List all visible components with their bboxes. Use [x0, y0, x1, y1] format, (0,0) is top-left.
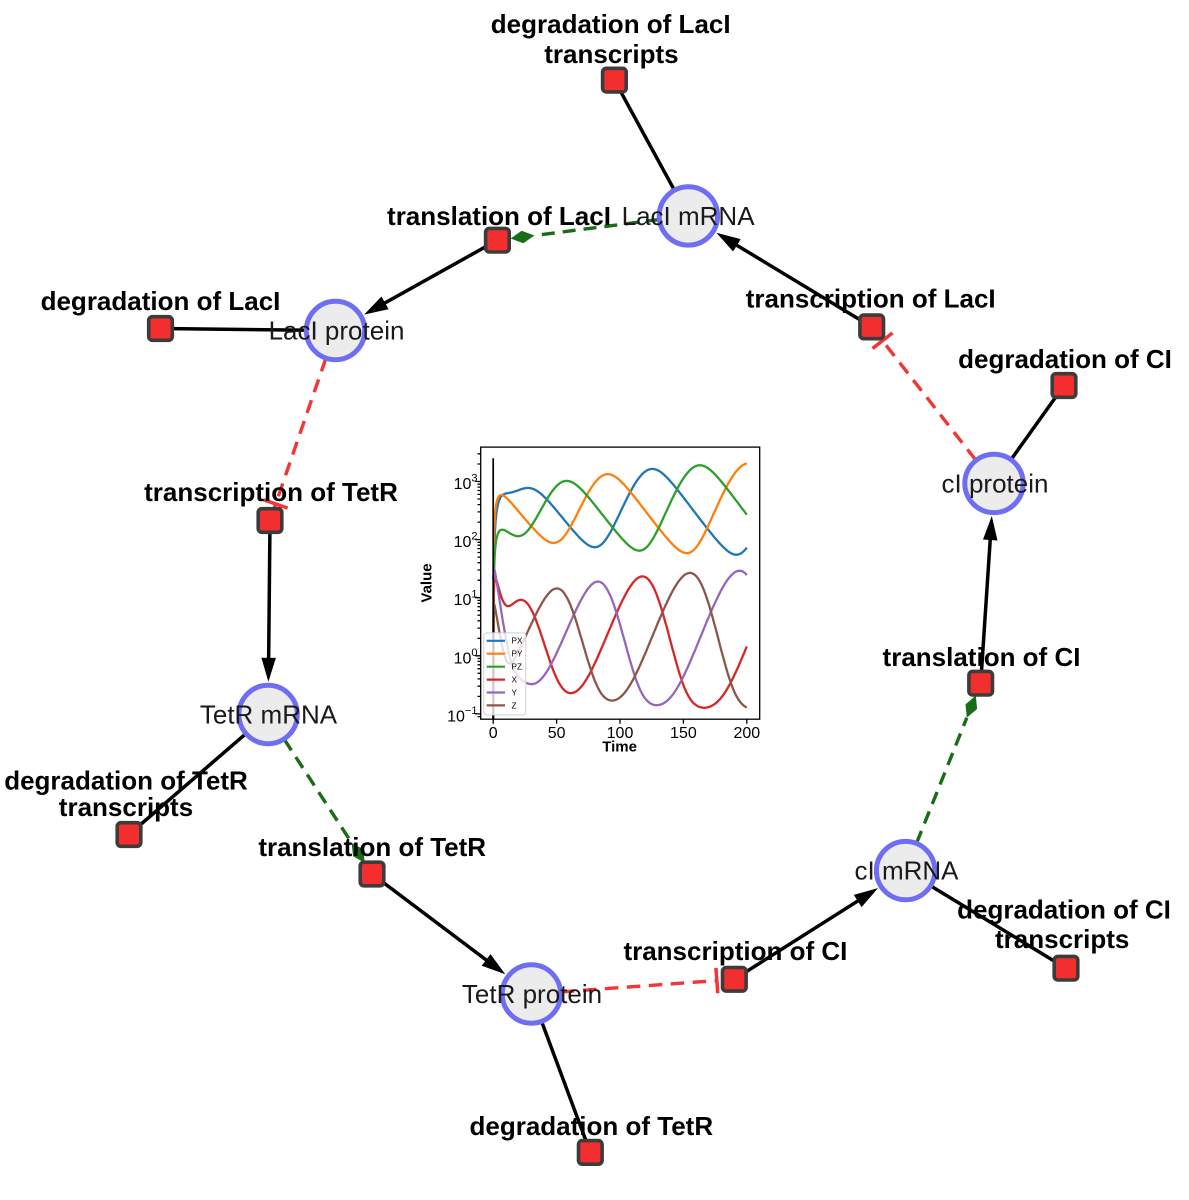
svg-text:Time: Time [602, 739, 637, 756]
svg-text:0: 0 [489, 725, 498, 742]
svg-text:TetR mRNA: TetR mRNA [200, 700, 338, 730]
svg-text:PX: PX [512, 637, 523, 646]
svg-text:transcription of LacI: transcription of LacI [746, 284, 996, 314]
svg-text:transcripts: transcripts [544, 39, 678, 69]
svg-text:PY: PY [512, 650, 523, 659]
svg-text:PZ: PZ [512, 663, 522, 672]
svg-text:degradation of LacI: degradation of LacI [41, 286, 281, 316]
svg-text:transcription of TetR: transcription of TetR [144, 477, 398, 507]
svg-text:103: 103 [454, 473, 478, 494]
svg-text:transcription of CI: transcription of CI [623, 936, 847, 966]
svg-text:102: 102 [454, 531, 478, 552]
svg-text:Y: Y [512, 688, 518, 697]
svg-text:translation of CI: translation of CI [883, 642, 1081, 672]
svg-text:Z: Z [512, 701, 517, 710]
svg-text:150: 150 [670, 725, 697, 742]
svg-text:transcripts: transcripts [59, 792, 193, 822]
svg-text:cI mRNA: cI mRNA [855, 856, 960, 886]
svg-text:degradation of TetR: degradation of TetR [4, 766, 248, 796]
svg-text:TetR protein: TetR protein [462, 979, 602, 1009]
svg-text:transcripts: transcripts [995, 924, 1129, 954]
svg-text:translation of TetR: translation of TetR [258, 832, 486, 862]
svg-text:LacI protein: LacI protein [269, 316, 405, 346]
svg-text:X: X [512, 676, 518, 685]
svg-text:degradation of LacI: degradation of LacI [491, 9, 731, 39]
svg-text:degradation of CI: degradation of CI [957, 895, 1171, 925]
svg-text:degradation of TetR: degradation of TetR [469, 1111, 713, 1141]
svg-text:100: 100 [454, 647, 478, 668]
svg-text:degradation of CI: degradation of CI [958, 344, 1172, 374]
svg-text:101: 101 [454, 589, 478, 610]
svg-text:LacI mRNA: LacI mRNA [622, 201, 756, 231]
svg-text:10−1: 10−1 [447, 705, 477, 726]
svg-text:100: 100 [607, 725, 634, 742]
svg-text:cI protein: cI protein [942, 468, 1049, 498]
svg-text:200: 200 [733, 725, 760, 742]
svg-text:Value: Value [419, 563, 436, 602]
svg-text:translation of LacI: translation of LacI [387, 201, 611, 231]
svg-text:50: 50 [548, 725, 566, 742]
